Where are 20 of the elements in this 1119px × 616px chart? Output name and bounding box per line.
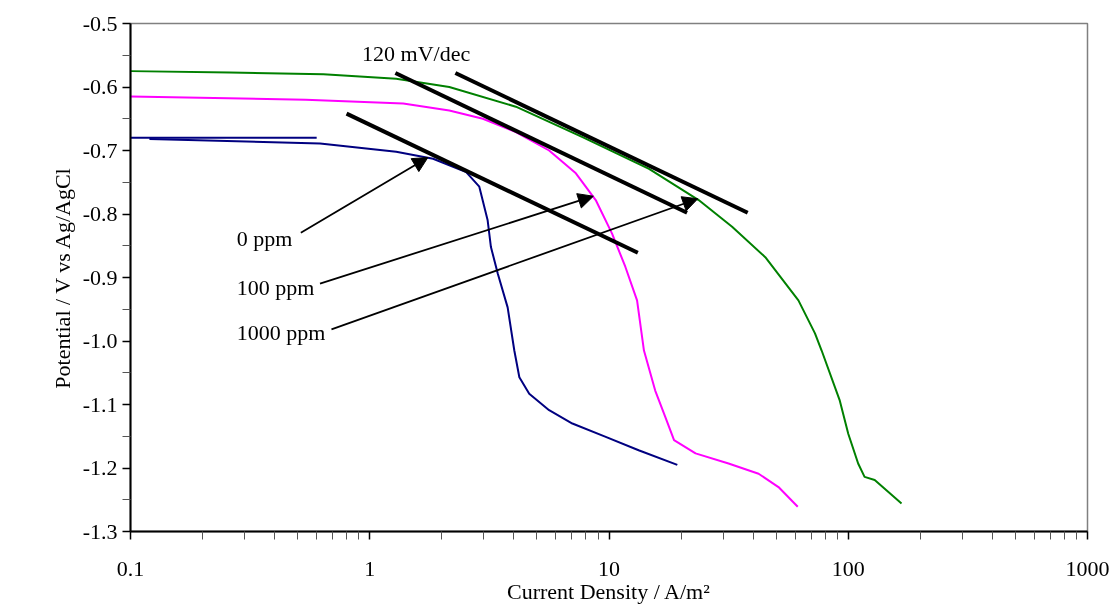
- y-axis-title: Potential / V vs Ag/AgCl: [49, 168, 75, 389]
- x-tick-label: 10: [598, 555, 620, 581]
- x-tick-label: 1000: [1065, 555, 1110, 581]
- y-tick-label: -0.7: [82, 137, 118, 163]
- annotation: 1000 ppm: [236, 319, 326, 345]
- annotation: 100 ppm: [236, 275, 315, 301]
- x-axis-title: Current Density / A/m²: [507, 578, 711, 604]
- y-tick-label: -1.1: [82, 391, 118, 417]
- y-tick-label: -0.5: [82, 10, 118, 36]
- annotation: 120 mV/dec: [362, 40, 471, 66]
- x-tick-label: 1: [364, 555, 376, 581]
- y-tick-label: -0.9: [82, 264, 118, 290]
- y-tick-label: -1.2: [82, 455, 118, 480]
- x-tick-label: 100: [831, 555, 865, 581]
- y-tick-label: -0.6: [82, 74, 118, 99]
- y-tick-label: -0.8: [82, 201, 118, 226]
- annotation: 0 ppm: [236, 225, 293, 251]
- y-tick-label: -1.0: [82, 328, 118, 353]
- y-tick-label: -1.3: [82, 518, 118, 544]
- x-tick-label: 0.1: [116, 555, 145, 581]
